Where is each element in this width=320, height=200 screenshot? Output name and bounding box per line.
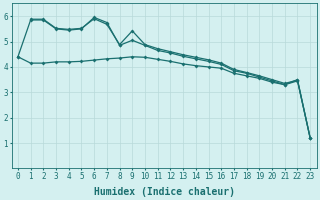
X-axis label: Humidex (Indice chaleur): Humidex (Indice chaleur) bbox=[93, 186, 235, 197]
